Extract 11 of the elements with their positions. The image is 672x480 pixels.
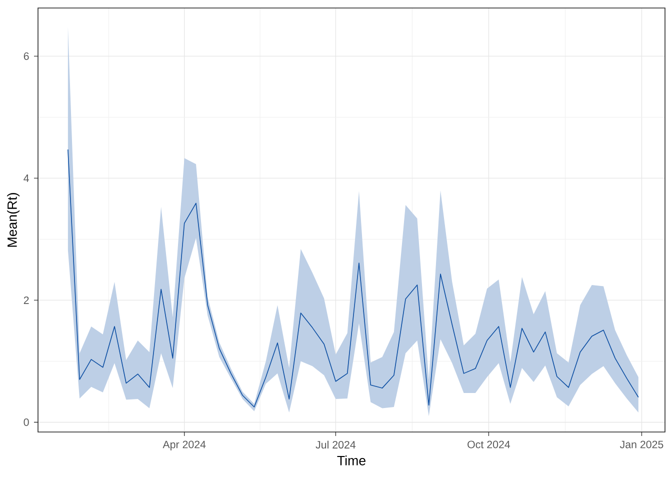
x-tick-label: Apr 2024 [162, 440, 206, 450]
x-axis-title: Time [337, 456, 366, 466]
x-tick-label: Jan 2025 [620, 440, 664, 448]
y-tick-label: 0 [24, 418, 29, 426]
y-tick-label: 2 [24, 296, 29, 304]
line-series [68, 149, 639, 408]
y-tick-label: 4 [24, 174, 29, 182]
x-tick-label: Oct 2024 [468, 440, 510, 448]
y-tick-label: 6 [24, 52, 29, 60]
y-axis-title: Mean(Rt) [7, 193, 20, 247]
x-tick-label: Jul 2024 [316, 440, 356, 449]
